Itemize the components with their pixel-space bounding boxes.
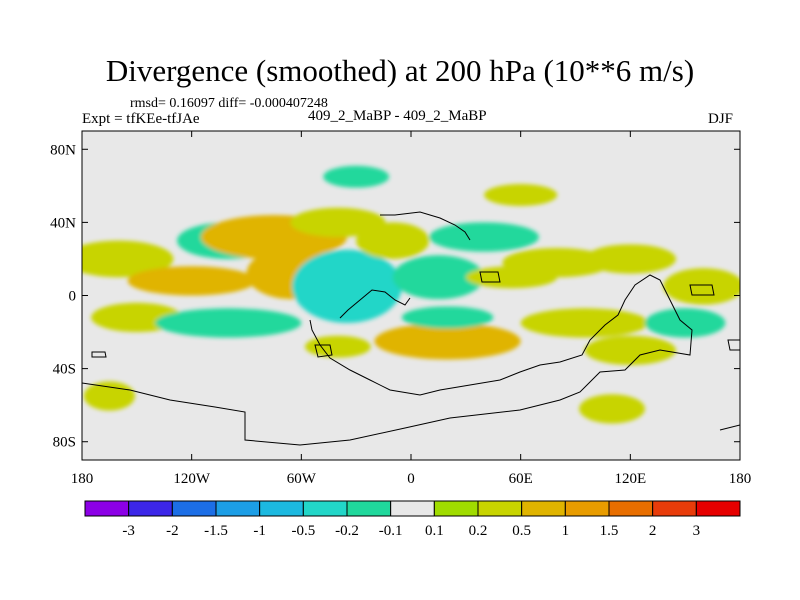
colorbar-label: 0.5	[512, 523, 531, 539]
anomaly-region-19	[520, 308, 649, 338]
colorbar-label: -0.1	[379, 523, 403, 539]
y-axis: 80N 40N 0 40S 80S	[50, 142, 740, 451]
anomaly-region-8	[392, 255, 485, 300]
anomaly-region-6	[292, 249, 402, 323]
anomaly-region-5	[290, 207, 386, 238]
colorbar-swatch	[390, 500, 435, 517]
colorbar-label: -0.2	[335, 523, 359, 539]
colorbar-swatch	[521, 500, 566, 517]
colorbar-swatch	[84, 500, 130, 517]
x-tick-label: 180	[71, 471, 94, 487]
colorbar-label: 2	[649, 523, 657, 539]
y-tick-label: 40S	[53, 362, 76, 378]
colorbar-swatch	[477, 500, 523, 517]
x-tick-label: 60W	[287, 471, 317, 487]
colorbar-swatch	[564, 500, 610, 517]
colorbar-label: 1.5	[600, 523, 619, 539]
y-tick-label: 80N	[50, 142, 76, 158]
colorbar-swatch	[302, 500, 348, 517]
anomaly-region-0	[82, 240, 174, 278]
season-label: DJF	[708, 111, 734, 127]
x-tick-label: 180	[729, 471, 752, 487]
colorbar-swatch	[652, 500, 697, 517]
anomaly-region-16	[304, 335, 371, 358]
colorbar-swatch	[695, 500, 741, 517]
anomaly-region-18	[401, 306, 494, 329]
x-axis: 180 120W 60W 0 60E 120E 180	[71, 131, 752, 487]
anomaly-region-21	[644, 308, 726, 338]
colorbar-swatch	[346, 500, 392, 517]
anomaly-region-1	[127, 266, 256, 296]
anomaly-region-17	[374, 322, 521, 360]
x-tick-label: 60E	[509, 471, 533, 487]
anomaly-region-11	[502, 247, 613, 278]
colorbar-label: -1	[253, 523, 266, 539]
anomaly-region-25	[484, 184, 558, 206]
colorbar-label: -1.5	[204, 523, 228, 539]
colorbar: -3 -2 -1.5 -1 -0.5 -0.2 -0.1 0.1 0.2 0.5 1 1.5 2 3	[84, 500, 741, 539]
center-label: 409_2_MaBP - 409_2_MaBP	[308, 108, 487, 124]
y-tick-label: 40N	[50, 215, 76, 231]
y-tick-label: 0	[69, 289, 77, 305]
anomaly-region-20	[584, 335, 677, 365]
chart-title: Divergence (smoothed) at 200 hPa (10**6 …	[105, 53, 695, 88]
anomaly-region-9	[429, 222, 539, 252]
colorbar-label: -2	[166, 523, 179, 539]
stats-label: rmsd= 0.16097 diff= -0.000407248	[130, 96, 328, 111]
colorbar-label: -3	[122, 523, 135, 539]
colorbar-swatch	[259, 500, 304, 517]
colorbar-swatch	[171, 500, 217, 517]
experiment-label: Expt = tfKEe-tfJAe	[82, 111, 200, 127]
anomaly-region-7	[356, 222, 430, 259]
colorbar-swatch	[608, 500, 654, 517]
anomaly-region-22	[83, 381, 136, 411]
anomaly-region-24	[323, 165, 390, 188]
colorbar-swatch	[433, 500, 479, 517]
colorbar-label: 0.1	[425, 523, 444, 539]
y-tick-label: 80S	[53, 435, 76, 451]
colorbar-swatch	[128, 500, 173, 517]
colorbar-label: 3	[693, 523, 701, 539]
x-tick-label: 0	[407, 471, 415, 487]
coastline-outline	[82, 211, 740, 446]
anomaly-region-13	[663, 268, 740, 305]
x-tick-label: 120E	[614, 471, 646, 487]
colorbar-label: 0.2	[469, 523, 488, 539]
colorbar-label: -0.5	[291, 523, 315, 539]
anomaly-region-23	[579, 394, 645, 424]
colorbar-swatch	[215, 500, 261, 517]
anomaly-field	[82, 165, 740, 424]
colorbar-label: 1	[562, 523, 570, 539]
anomaly-region-12	[584, 244, 677, 274]
anomaly-region-15	[155, 308, 302, 338]
x-tick-label: 120W	[173, 471, 211, 487]
